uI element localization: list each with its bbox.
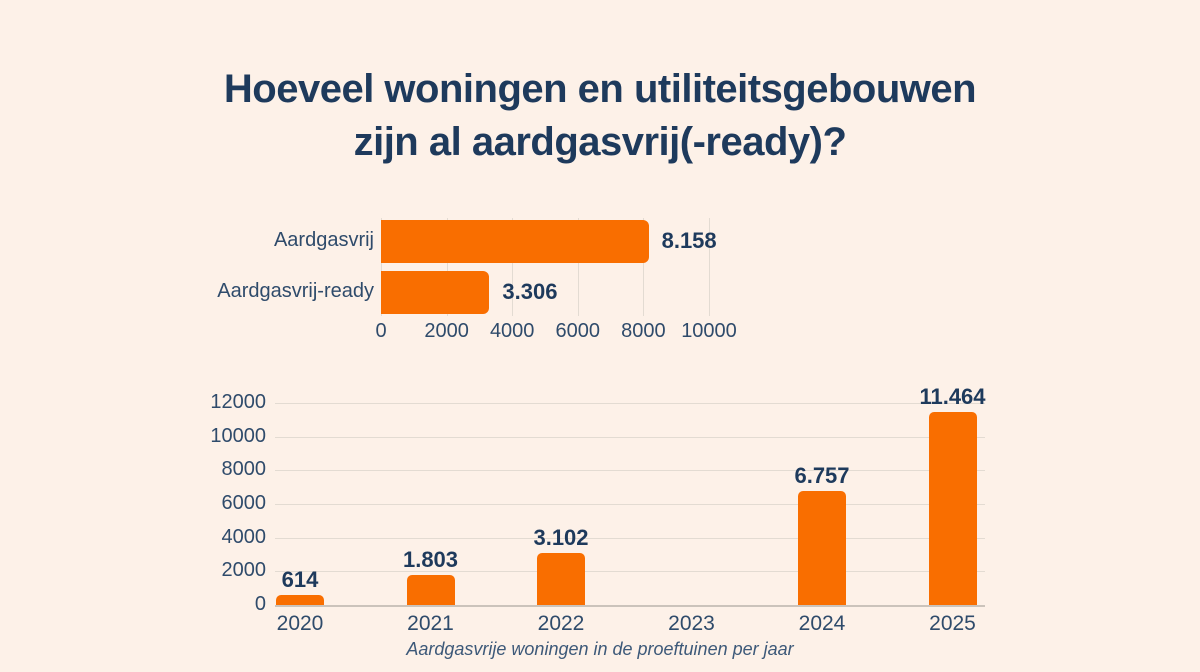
x-tick-label-2000: 2000 [424,320,469,342]
x-tick-label-2021: 2021 [407,612,454,635]
y-tick-label-8000: 8000 [221,458,267,481]
gridline-y-2000 [275,571,985,573]
value-label-2020: 614 [281,566,319,592]
x-tick-label-10000: 10000 [681,320,737,342]
y-tick-label-2000: 2000 [221,559,267,582]
y-tick-label-12000: 12000 [210,391,266,413]
x-tick-label-2024: 2024 [798,612,846,635]
gridline-y-0 [275,605,985,607]
value-label-aardgasvrij: 8.158 [661,227,717,253]
gridline-y-4000 [275,537,985,539]
bar-2025 [928,412,977,605]
y-tick-label-4000: 4000 [221,525,267,548]
x-tick-label-2025: 2025 [929,612,976,635]
bar-2022 [537,552,585,605]
gridline-y-10000 [275,436,985,438]
bar-aardgasvrij [381,220,649,263]
gridline-x-4000 [512,218,514,316]
x-tick-label-4000: 4000 [489,320,535,342]
x-tick-label-2023: 2023 [668,612,715,635]
x-tick-label-2020: 2020 [276,612,324,635]
gridline-x-6000 [577,218,579,316]
category-label-aardgasvrij: Aardgasvrij [273,228,374,251]
page-title-line1: Hoeveel woningen en utiliteitsgebouwen [223,67,977,111]
value-label-2022: 3.102 [533,524,589,550]
y-tick-label-6000: 6000 [221,492,267,514]
x-tick-label-6000: 6000 [555,320,601,342]
gridline-y-8000 [275,470,985,472]
gridline-x-0 [381,218,382,316]
category-label-aardgasvrij-ready: Aardgasvrij-ready [217,279,374,302]
gridline-x-8000 [643,218,645,316]
page-title-line2: zijn al aardgasvrij(-ready)? [353,120,847,164]
bar-2021 [406,574,455,605]
bar-aardgasvrij-ready [381,271,490,314]
y-tick-label-10000: 10000 [210,424,266,447]
chart-caption: Aardgasvrije woningen in de proeftuinen … [406,639,794,659]
bar-2024 [798,491,846,605]
value-label-aardgasvrij-ready: 3.306 [502,278,558,304]
x-tick-label-2022: 2022 [537,612,585,635]
page-title: Hoeveel woningen en utiliteitsgebouwen z… [0,63,1200,169]
gridline-x-2000 [446,218,448,316]
bar-2020 [276,594,324,605]
x-tick-label-8000: 8000 [621,320,666,342]
gridline-y-6000 [275,504,985,505]
y-tick-label-0: 0 [254,593,266,615]
x-tick-label-0: 0 [375,320,387,342]
value-label-2025: 11.464 [919,384,986,409]
gridline-y-12000 [275,403,985,404]
gridline-x-10000 [709,218,710,316]
value-label-2024: 6.757 [794,463,850,489]
value-label-2021: 1.803 [402,546,459,572]
